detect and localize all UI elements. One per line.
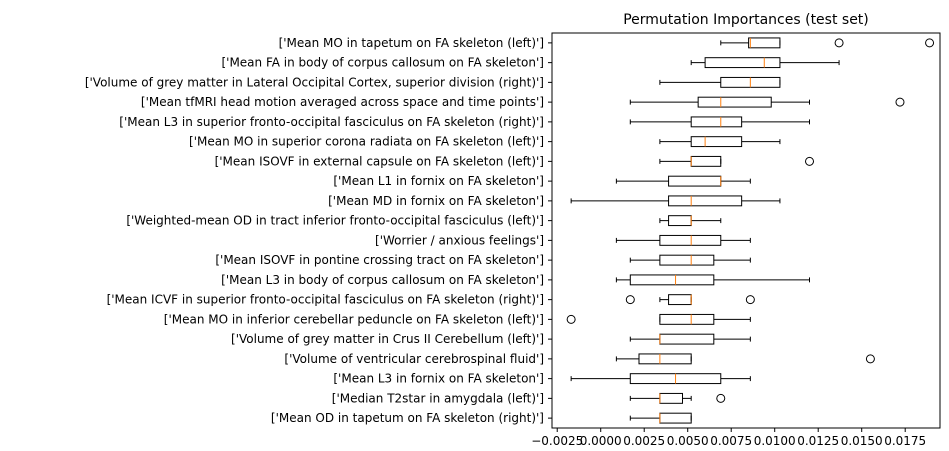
y-tick-label: ['Mean MD in fornix on FA skeleton'] <box>328 194 544 208</box>
outlier-point <box>895 97 905 107</box>
iqr-box <box>659 234 722 246</box>
iqr-box <box>659 333 715 345</box>
iqr-box <box>748 37 781 49</box>
x-tick-label: 0.0150 <box>841 434 883 448</box>
x-tick-label: 0.0075 <box>710 434 752 448</box>
iqr-box <box>659 392 683 404</box>
y-tick-label: ['Mean OD in tapetum on FA skeleton (rig… <box>271 411 544 425</box>
outlier-point <box>865 354 875 364</box>
outlier-point <box>805 156 815 166</box>
x-tick-label: 0.0100 <box>754 434 796 448</box>
y-tick-label: ['Mean FA in body of corpus callosum on … <box>221 56 544 70</box>
y-tick-label: ['Mean L3 in body of corpus callosum on … <box>221 273 544 287</box>
x-tick-label: 0.0000 <box>580 434 622 448</box>
x-tick-label: 0.0025 <box>623 434 665 448</box>
outlier-point <box>625 295 635 305</box>
outlier-point <box>925 38 935 48</box>
iqr-box <box>659 254 715 266</box>
chart-title: Permutation Importances (test set) <box>623 12 869 28</box>
y-tick-label: ['Mean MO in superior corona radiata on … <box>189 135 544 149</box>
iqr-box <box>638 353 692 365</box>
y-tick-label: ['Volume of ventricular cerebrospinal fl… <box>284 352 544 366</box>
iqr-box <box>668 175 722 187</box>
y-tick-label: ['Volume of grey matter in Crus II Cereb… <box>231 332 544 346</box>
y-tick-label: ['Mean L1 in fornix on FA skeleton'] <box>333 174 544 188</box>
y-tick-label: ['Volume of grey matter in Lateral Occip… <box>85 75 544 89</box>
x-tick-label: 0.0050 <box>667 434 709 448</box>
iqr-box <box>659 412 692 424</box>
outlier-point <box>745 295 755 305</box>
iqr-box <box>668 215 692 227</box>
y-tick-label: ['Worrier / anxious feelings'] <box>375 233 544 247</box>
y-tick-label: ['Mean ICVF in superior fronto-occipital… <box>107 293 544 307</box>
y-tick-label: ['Weighted-mean OD in tract inferior fro… <box>126 214 544 228</box>
y-tick-label: ['Mean L3 in superior fronto-occipital f… <box>119 115 544 129</box>
x-tick-label: 0.0175 <box>884 434 926 448</box>
y-tick-label: ['Median T2star in amygdala (left)'] <box>332 391 544 405</box>
y-tick-label: ['Mean tfMRI head motion averaged across… <box>141 95 544 109</box>
outlier-point <box>716 393 726 403</box>
y-tick-label: ['Mean ISOVF in external capsule on FA s… <box>215 154 544 168</box>
y-tick-label: ['Mean ISOVF in pontine crossing tract o… <box>215 253 544 267</box>
outlier-point <box>834 38 844 48</box>
outlier-point <box>566 314 576 324</box>
iqr-box <box>704 57 781 69</box>
plot-frame <box>551 32 941 429</box>
iqr-box <box>629 274 715 286</box>
iqr-box <box>690 155 722 167</box>
iqr-box <box>690 116 743 128</box>
iqr-box <box>668 195 743 207</box>
y-tick-label: ['Mean L3 in fornix on FA skeleton'] <box>333 372 544 386</box>
plot-area: ['Mean MO in tapetum on FA skeleton (lef… <box>85 36 935 448</box>
y-tick-label: ['Mean MO in inferior cerebellar peduncl… <box>164 312 544 326</box>
iqr-box <box>659 313 715 325</box>
iqr-box <box>697 96 772 108</box>
x-tick-label: −0.0025 <box>531 434 583 448</box>
iqr-box <box>690 136 743 148</box>
x-tick-label: 0.0125 <box>797 434 839 448</box>
iqr-box <box>668 294 692 306</box>
y-tick-label: ['Mean MO in tapetum on FA skeleton (lef… <box>279 36 544 50</box>
